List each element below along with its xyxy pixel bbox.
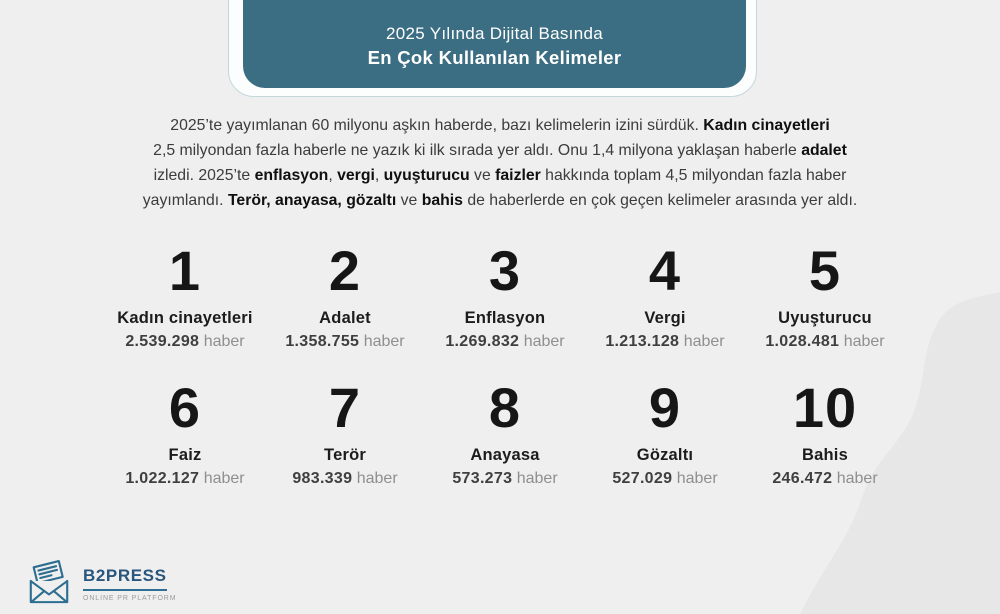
rank-keyword: Vergi [644,309,686,327]
count-unit: haber [356,470,398,487]
brand-tagline: ONLINE PR PLATFORM [83,595,177,602]
intro-line-3: izledi. 2025’te enflasyon, vergi, uyuştu… [153,167,847,184]
rank-count: 983.339 haber [265,470,425,488]
count-unit: haber [683,333,725,350]
count-unit: haber [516,470,558,487]
intro-line-2: 2,5 milyondan fazla haberle ne yazık ki … [153,142,847,159]
rank-number: 7 [328,376,362,439]
rank-item-9: 9 Gözaltı 527.029 haber [585,380,745,488]
rank-item-5: 5 Uyuşturucu 1.028.481 haber [745,243,905,351]
page-title-line2: En Çok Kullanılan Kelimeler [367,47,622,69]
intro-line-4: yayımlandı. Terör, anayasa, gözaltı ve b… [142,192,858,209]
count-value: 1.028.481 [765,333,840,350]
brand-logo: B2PRESS ONLINE PR PLATFORM [26,557,176,612]
rank-count: 1.213.128 haber [585,333,745,351]
rank-item-3: 3 Enflasyon 1.269.832 haber [425,243,585,351]
rank-keyword: Enflasyon [464,309,546,327]
count-value: 1.022.127 [125,470,200,487]
rank-number: 3 [488,239,522,302]
rank-item-6: 6 Faiz 1.022.127 haber [105,380,265,488]
rank-number: 8 [488,376,522,439]
count-value: 1.358.755 [285,333,360,350]
rank-item-2: 2 Adalet 1.358.755 haber [265,243,425,351]
keyword-ranking-grid: 1 Kadın cinayetleri 2.539.298 haber 2 Ad… [105,243,905,488]
count-value: 1.213.128 [605,333,680,350]
rank-count: 1.022.127 haber [105,470,265,488]
count-unit: haber [843,333,885,350]
rank-keyword: Kadın cinayetleri [117,309,253,327]
rank-item-10: 10 Bahis 246.472 haber [745,380,905,488]
count-value: 573.273 [452,470,513,487]
rank-keyword: Uyuşturucu [778,309,872,327]
count-unit: haber [836,470,878,487]
count-value: 1.269.832 [445,333,520,350]
rank-item-1: 1 Kadın cinayetleri 2.539.298 haber [105,243,265,351]
brand-text-block: B2PRESS ONLINE PR PLATFORM [83,566,176,602]
rank-count: 1.028.481 haber [745,333,905,351]
rank-number: 9 [648,376,682,439]
rank-number: 10 [792,376,858,439]
count-unit: haber [363,333,405,350]
rank-number: 5 [808,239,842,302]
rank-number: 4 [648,239,682,302]
rank-number: 2 [328,239,362,302]
count-unit: haber [203,470,245,487]
page-title-line1: 2025 Yılında Dijital Basında [386,24,603,44]
count-value: 527.029 [612,470,673,487]
rank-keyword: Anayasa [470,446,540,464]
rank-keyword: Faiz [168,446,202,464]
rank-count: 246.472 haber [745,470,905,488]
header-card: 2025 Yılında Dijital Basında En Çok Kull… [243,0,746,88]
rank-count: 1.358.755 haber [265,333,425,351]
intro-line-1: 2025’te yayımlanan 60 milyonu aşkın habe… [170,117,830,134]
count-unit: haber [203,333,245,350]
intro-paragraph: 2025’te yayımlanan 60 milyonu aşkın habe… [0,113,1000,213]
rank-item-7: 7 Terör 983.339 haber [265,380,425,488]
rank-item-8: 8 Anayasa 573.273 haber [425,380,585,488]
brand-name: B2PRESS [83,566,167,591]
count-value: 246.472 [772,470,833,487]
count-value: 2.539.298 [125,333,200,350]
count-unit: haber [523,333,565,350]
rank-count: 573.273 haber [425,470,585,488]
envelope-icon [26,557,72,612]
rank-number: 6 [168,376,202,439]
rank-keyword: Adalet [319,309,371,327]
rank-count: 527.029 haber [585,470,745,488]
rank-keyword: Terör [324,446,366,464]
count-value: 983.339 [292,470,353,487]
rank-keyword: Gözaltı [636,446,694,464]
count-unit: haber [676,470,718,487]
rank-number: 1 [168,239,202,302]
rank-keyword: Bahis [802,446,848,464]
rank-count: 1.269.832 haber [425,333,585,351]
rank-count: 2.539.298 haber [105,333,265,351]
rank-item-4: 4 Vergi 1.213.128 haber [585,243,745,351]
